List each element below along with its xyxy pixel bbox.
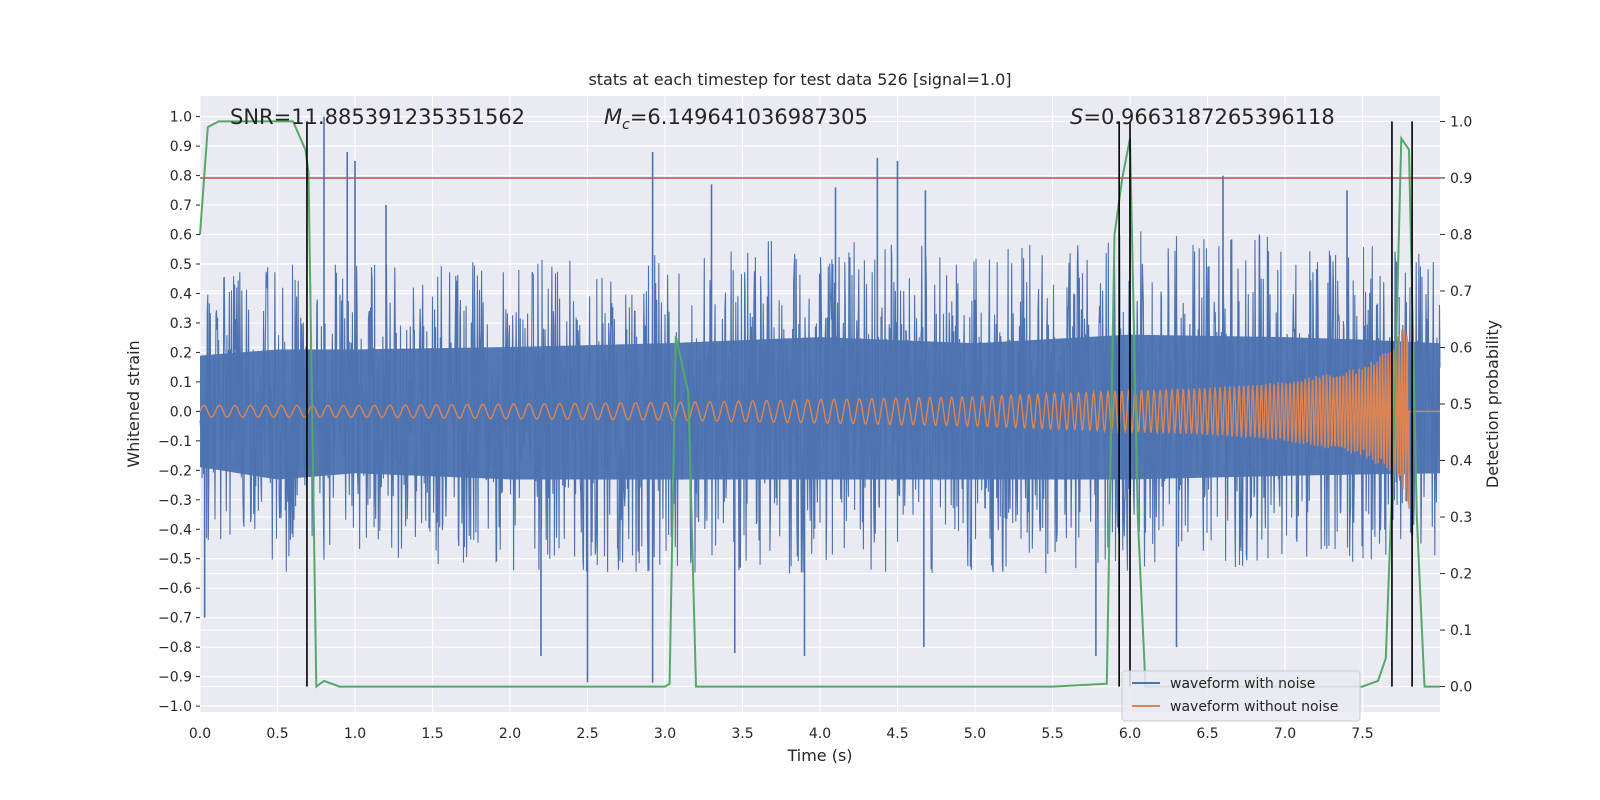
y2-tick-label: 0.3 — [1450, 510, 1472, 526]
y-axis-ticks: 1.0 0.9 0.8 0.7 0.6 0.5 0.4 0.3 0.2 0.1 0.0 −0.1 −0.… — [158, 110, 200, 715]
y2-tick-label: 0.4 — [1450, 454, 1472, 470]
detection-probability-line — [199, 120, 1440, 689]
y-tick-label: 0.0 — [170, 404, 192, 420]
y-tick-label: −0.9 — [158, 670, 192, 686]
x-tick-label: 6.0 — [1119, 726, 1141, 742]
legend-label-clean: waveform without noise — [1170, 699, 1338, 715]
x-tick-label: 4.0 — [809, 726, 831, 742]
score-annotation: S=0.9663187265396118 — [1070, 105, 1335, 129]
y2-tick-label: 0.8 — [1450, 227, 1472, 243]
y2-tick-label: 0.2 — [1450, 567, 1472, 583]
y-tick-label: 0.3 — [170, 316, 192, 332]
y2-tick-label: 0.9 — [1450, 171, 1472, 187]
y-tick-label: 0.7 — [170, 198, 192, 214]
y-tick-label: −0.7 — [158, 611, 192, 627]
y2-tick-label: 1.0 — [1450, 114, 1472, 130]
x-tick-label: 2.0 — [499, 726, 521, 742]
x-axis-ticks: 0.0 0.5 1.0 1.5 2.0 2.5 3.0 3.5 4.0 4.5 5.0 5.5 6.0 6… — [189, 726, 1374, 742]
legend-box — [1121, 670, 1361, 722]
y-tick-label: −0.8 — [158, 640, 192, 656]
x-axis-label: Time (s) — [786, 746, 852, 765]
x-tick-label: 5.0 — [964, 726, 986, 742]
x-tick-label: 4.5 — [886, 726, 908, 742]
x-tick-label: 2.5 — [576, 726, 598, 742]
y-tick-label: 0.8 — [170, 169, 192, 185]
y-tick-label: −0.2 — [158, 463, 192, 479]
y-tick-label: 0.9 — [170, 139, 192, 155]
y-tick-label: −0.1 — [158, 434, 192, 450]
snr-annotation: SNR=11.885391235351562 — [230, 105, 525, 129]
vertical-markers — [306, 121, 1413, 687]
y-tick-label: 0.2 — [170, 345, 192, 361]
y2-tick-label: 0.0 — [1450, 680, 1472, 696]
y-axis-label: Whitened strain — [124, 340, 143, 467]
y2-axis-ticks: 1.0 0.9 0.8 0.7 0.6 0.5 0.4 0.3 0.2 0.1 0.0 — [1440, 114, 1472, 696]
x-tick-label: 1.0 — [344, 726, 366, 742]
y-tick-label: 0.4 — [170, 286, 192, 302]
y-tick-label: −1.0 — [158, 699, 192, 715]
y2-tick-label: 0.1 — [1450, 623, 1472, 639]
series-detection-probability — [199, 120, 1440, 689]
x-tick-label: 1.5 — [421, 726, 443, 742]
y2-axis-label: Detection probability — [1483, 320, 1502, 488]
x-tick-label: 7.0 — [1274, 726, 1296, 742]
y-tick-label: −0.6 — [158, 581, 192, 597]
x-tick-label: 7.5 — [1351, 726, 1373, 742]
y2-tick-label: 0.5 — [1450, 397, 1472, 413]
y-tick-label: −0.3 — [158, 493, 192, 509]
legend-label-noise: waveform with noise — [1170, 676, 1315, 692]
x-tick-label: 5.5 — [1041, 726, 1063, 742]
chart-title: stats at each timestep for test data 526… — [588, 70, 1011, 89]
x-tick-label: 6.5 — [1196, 726, 1218, 742]
y-tick-label: 0.5 — [170, 257, 192, 273]
y2-tick-label: 0.6 — [1450, 340, 1472, 356]
y-tick-label: 1.0 — [170, 110, 192, 126]
y-tick-label: 0.1 — [170, 375, 192, 391]
x-tick-label: 3.5 — [731, 726, 753, 742]
x-tick-label: 0.0 — [189, 726, 211, 742]
chirp-mass-annotation: Mc=6.149641036987305 — [604, 105, 868, 133]
y-tick-label: 0.6 — [170, 228, 192, 244]
y-tick-label: −0.4 — [158, 522, 192, 538]
x-tick-label: 0.5 — [266, 726, 288, 742]
series-waveform-without-noise — [199, 329, 1440, 509]
legend: waveform with noise waveform without noi… — [1121, 670, 1361, 722]
waveform-without-noise-line — [199, 329, 1440, 509]
x-tick-label: 3.0 — [654, 726, 676, 742]
y-tick-label: −0.5 — [158, 552, 192, 568]
y2-tick-label: 0.7 — [1450, 284, 1472, 300]
